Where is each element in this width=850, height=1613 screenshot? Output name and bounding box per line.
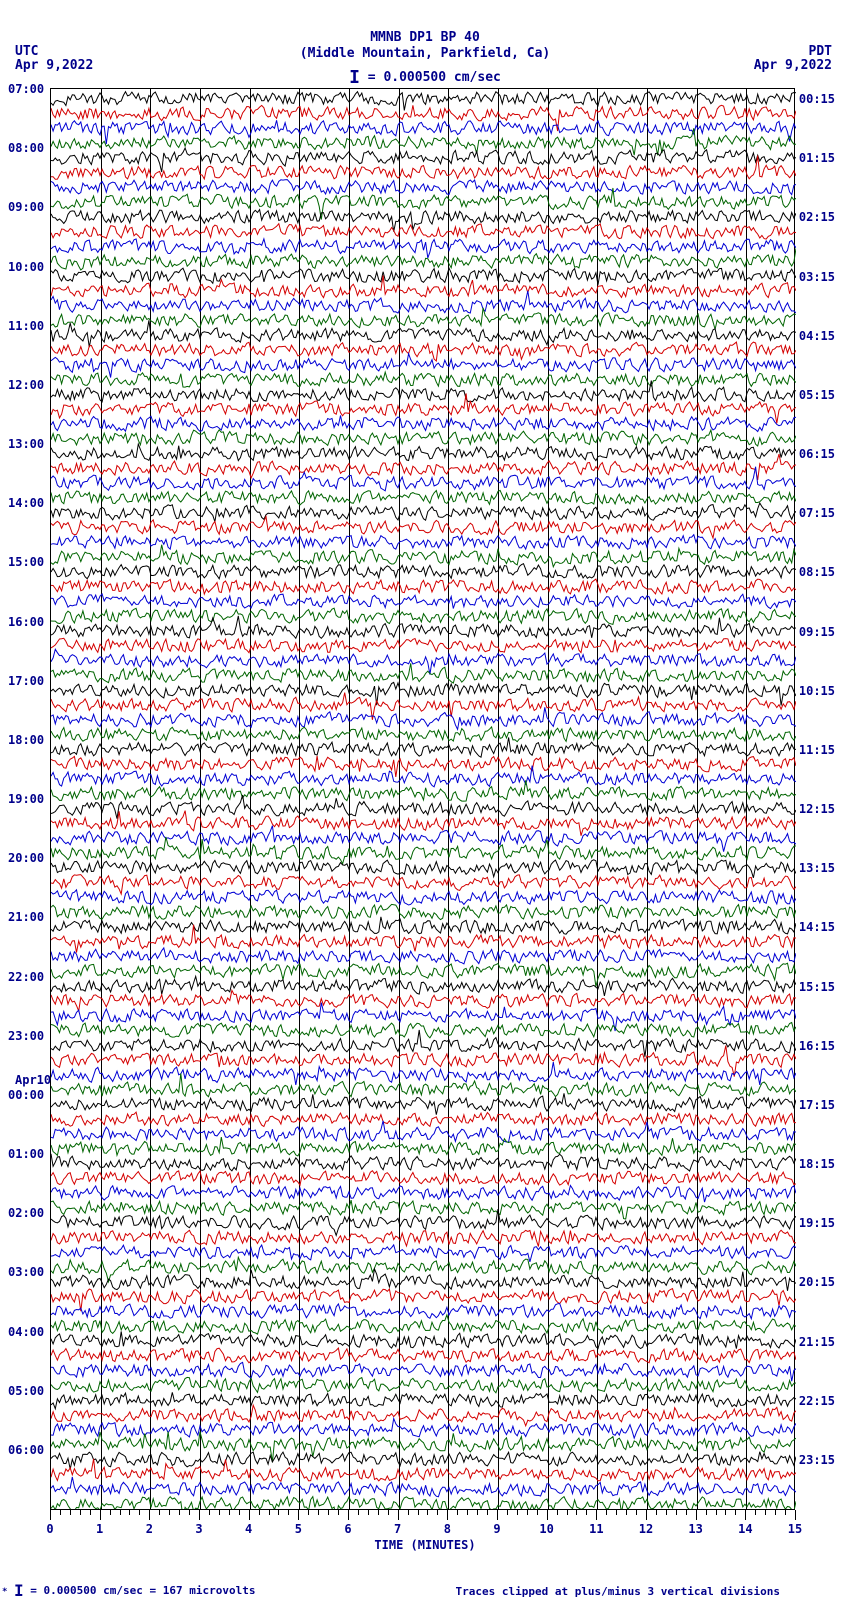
pdt-hour-label: 18:15 [799,1157,835,1171]
utc-hour-label: 21:00 [8,910,44,924]
x-tick-label: 8 [444,1522,451,1536]
footer-clip-note: Traces clipped at plus/minus 3 vertical … [455,1585,780,1598]
pdt-hour-label: 06:15 [799,447,835,461]
utc-hour-label: 08:00 [8,141,44,155]
x-tick-label: 3 [195,1522,202,1536]
utc-hour-label: 19:00 [8,792,44,806]
pdt-hour-label: 20:15 [799,1275,835,1289]
x-tick-label: 5 [295,1522,302,1536]
x-tick-label: 15 [788,1522,802,1536]
utc-hour-label: 17:00 [8,674,44,688]
utc-hour-label: 04:00 [8,1325,44,1339]
footer-scale: * I = 0.000500 cm/sec = 167 microvolts [2,1579,255,1598]
x-tick-label: 7 [394,1522,401,1536]
station-location: (Middle Mountain, Parkfield, Ca) [0,46,850,61]
pdt-hour-label: 00:15 [799,92,835,106]
pdt-hour-label: 04:15 [799,329,835,343]
right-date: Apr 9,2022 [754,58,832,73]
pdt-hour-label: 22:15 [799,1394,835,1408]
utc-hour-label: 05:00 [8,1384,44,1398]
utc-hour-label: 09:00 [8,200,44,214]
x-tick-label: 14 [738,1522,752,1536]
pdt-hour-label: 23:15 [799,1453,835,1467]
utc-hour-label: 12:00 [8,378,44,392]
helicorder-plot [50,88,795,1510]
x-tick-label: 2 [146,1522,153,1536]
utc-hour-label: 13:00 [8,437,44,451]
utc-hour-label: 14:00 [8,496,44,510]
utc-hour-label: 07:00 [8,82,44,96]
pdt-hour-label: 05:15 [799,388,835,402]
left-date: Apr 9,2022 [15,58,93,73]
pdt-hour-label: 03:15 [799,270,835,284]
pdt-hour-label: 09:15 [799,625,835,639]
pdt-hour-label: 01:15 [799,151,835,165]
pdt-hour-label: 21:15 [799,1335,835,1349]
day-change-label: Apr10 [15,1073,51,1087]
left-timezone: UTC [15,44,38,59]
utc-hour-label: 16:00 [8,615,44,629]
pdt-hour-label: 14:15 [799,920,835,934]
pdt-hour-label: 17:15 [799,1098,835,1112]
utc-hour-label: 06:00 [8,1443,44,1457]
station-title: MMNB DP1 BP 40 [0,30,850,45]
x-tick-label: 1 [96,1522,103,1536]
utc-hour-label: 22:00 [8,970,44,984]
pdt-hour-label: 07:15 [799,506,835,520]
right-timezone: PDT [809,44,832,59]
utc-hour-label: 20:00 [8,851,44,865]
pdt-hour-label: 12:15 [799,802,835,816]
x-tick-label: 6 [344,1522,351,1536]
x-tick-label: 4 [245,1522,252,1536]
pdt-hour-label: 13:15 [799,861,835,875]
pdt-hour-label: 02:15 [799,210,835,224]
x-tick-label: 10 [539,1522,553,1536]
utc-hour-label: 00:00 [8,1088,44,1102]
pdt-hour-label: 08:15 [799,565,835,579]
x-tick-label: 11 [589,1522,603,1536]
utc-hour-label: 03:00 [8,1265,44,1279]
pdt-hour-label: 11:15 [799,743,835,757]
utc-hour-label: 10:00 [8,260,44,274]
utc-hour-label: 11:00 [8,319,44,333]
x-tick-label: 12 [639,1522,653,1536]
pdt-hour-label: 10:15 [799,684,835,698]
x-tick-label: 9 [493,1522,500,1536]
utc-hour-label: 18:00 [8,733,44,747]
pdt-hour-label: 19:15 [799,1216,835,1230]
pdt-hour-label: 16:15 [799,1039,835,1053]
utc-hour-label: 15:00 [8,555,44,569]
x-axis-title: TIME (MINUTES) [0,1538,850,1552]
pdt-hour-label: 15:15 [799,980,835,994]
utc-hour-label: 23:00 [8,1029,44,1043]
utc-hour-label: 01:00 [8,1147,44,1161]
x-tick-label: 0 [46,1522,53,1536]
seismogram-container: MMNB DP1 BP 40 (Middle Mountain, Parkfie… [0,0,850,1613]
x-tick-label: 13 [688,1522,702,1536]
utc-hour-label: 02:00 [8,1206,44,1220]
scale-indicator: I = 0.000500 cm/sec [0,65,850,86]
